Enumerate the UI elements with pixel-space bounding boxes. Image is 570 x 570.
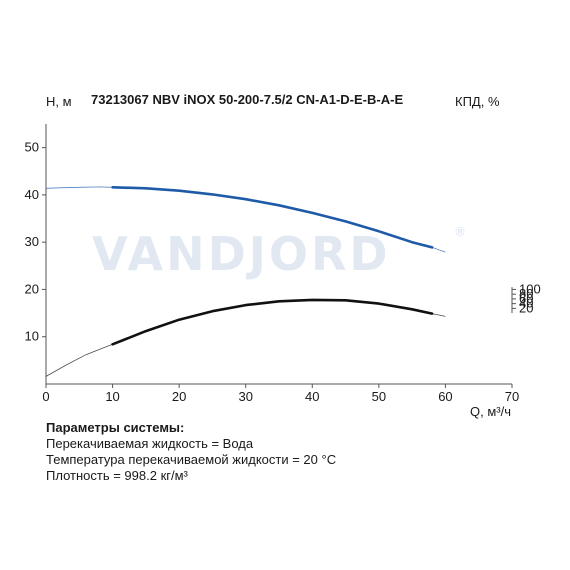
param-density: Плотность = 998.2 кг/м³ bbox=[46, 468, 188, 483]
y-tick-label: 10 bbox=[25, 329, 39, 344]
y2-tick-label: 100 bbox=[519, 281, 541, 296]
x-tick-label: 0 bbox=[42, 389, 49, 404]
series bbox=[45, 186, 446, 377]
y2-tick-label: 80 bbox=[519, 286, 533, 301]
x-axis-label: Q, м³/ч bbox=[470, 404, 511, 419]
x-tick-label: 60 bbox=[438, 389, 452, 404]
y2-axis-label: КПД, % bbox=[455, 94, 500, 109]
y2-tick-label: 60 bbox=[519, 291, 533, 306]
head-curve-line bbox=[111, 186, 434, 249]
efficiency-curve-line bbox=[111, 298, 434, 346]
param-temperature: Температура перекачиваемой жидкости = 20… bbox=[46, 452, 337, 467]
x-tick-label: 50 bbox=[372, 389, 386, 404]
y-tick-label: 20 bbox=[25, 281, 39, 296]
x-tick-label: 40 bbox=[305, 389, 319, 404]
y2-tick-label: 40 bbox=[519, 296, 533, 311]
chart-title: 73213067 NBV iNOX 50-200-7.5/2 CN-A1-D-E… bbox=[91, 92, 403, 107]
system-parameters-title: Параметры системы: bbox=[46, 420, 185, 435]
param-liquid: Перекачиваемая жидкость = Вода bbox=[46, 436, 254, 451]
y-axis-label: H, м bbox=[46, 94, 72, 109]
y-tick-label: 30 bbox=[25, 234, 39, 249]
watermark: VANDJORD ® bbox=[92, 225, 466, 281]
system-parameters: Параметры системы: Перекачиваемая жидкос… bbox=[46, 420, 336, 484]
efficiency-curve-extension-end bbox=[432, 313, 446, 317]
x-tick-label: 20 bbox=[172, 389, 186, 404]
watermark-registered-mark: ® bbox=[454, 225, 466, 239]
y-tick-label: 40 bbox=[25, 187, 39, 202]
x-tick-label: 70 bbox=[505, 389, 519, 404]
watermark-text: VANDJORD bbox=[92, 227, 391, 281]
head-curve-extension-start bbox=[45, 186, 113, 189]
x-tick-label: 30 bbox=[238, 389, 252, 404]
y-tick-label: 50 bbox=[25, 140, 39, 155]
y2-tick-label: 20 bbox=[519, 300, 533, 315]
efficiency-curve-extension-start bbox=[45, 343, 113, 377]
x-tick-label: 10 bbox=[105, 389, 119, 404]
head-curve-extension-end bbox=[431, 247, 446, 253]
